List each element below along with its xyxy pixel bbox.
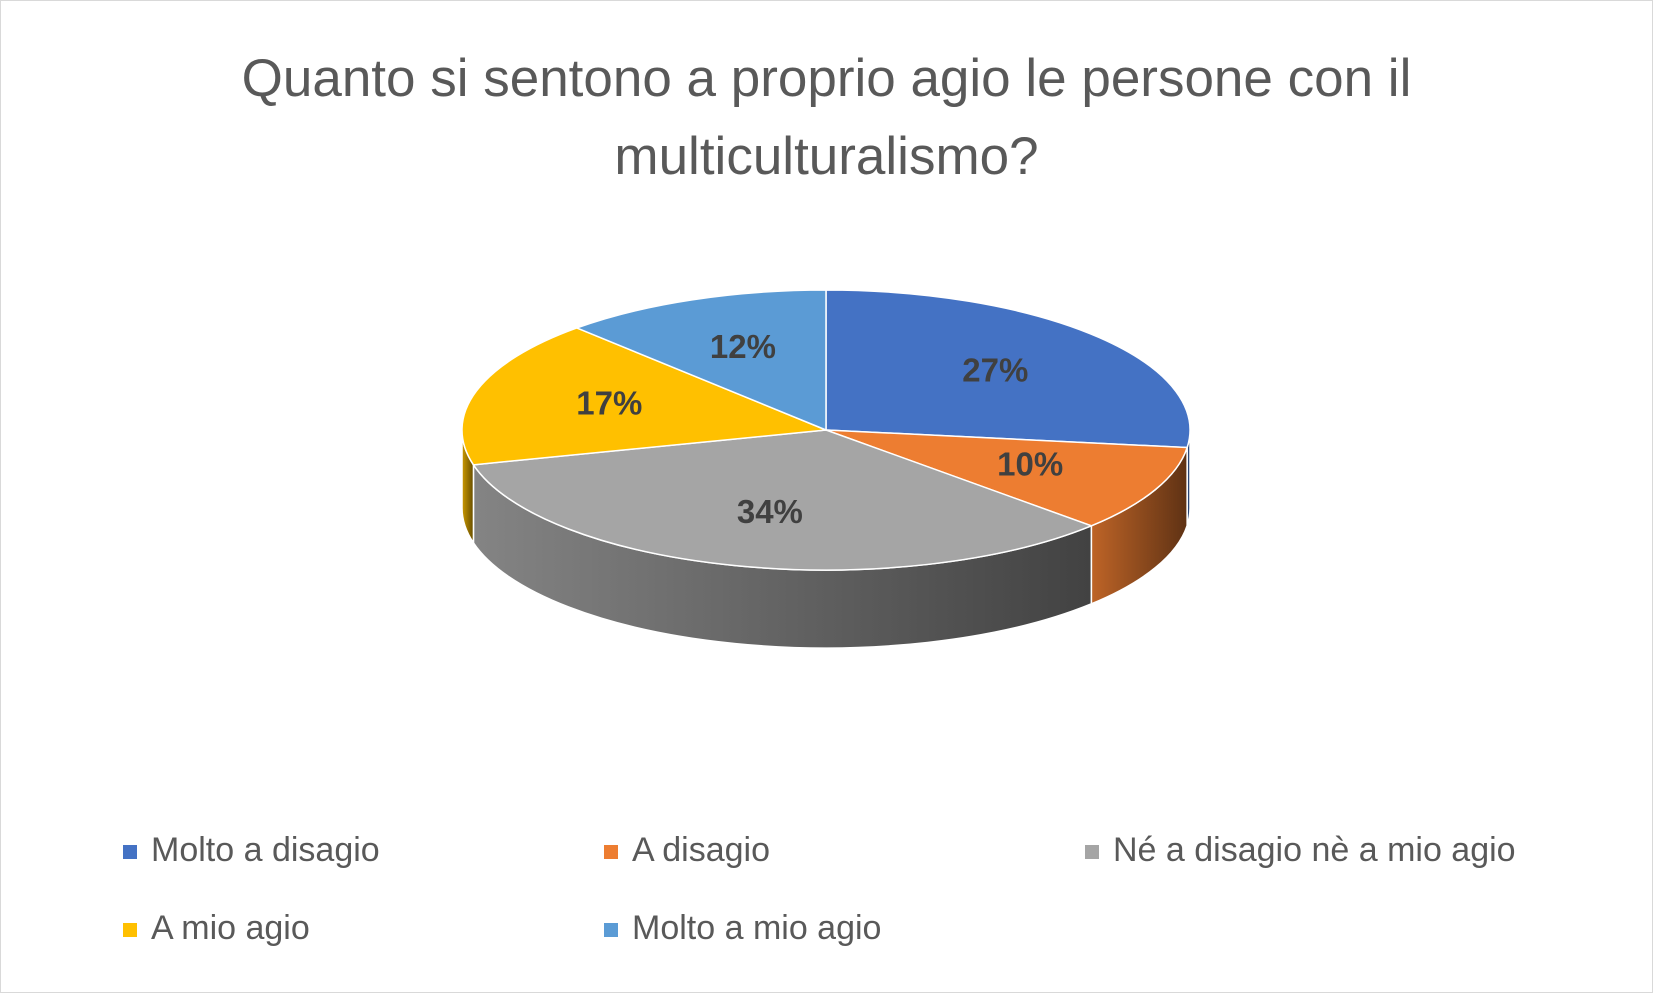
legend-label: A mio agio bbox=[151, 909, 310, 947]
data-label: 17% bbox=[576, 385, 642, 422]
data-label: 10% bbox=[997, 446, 1063, 483]
chart-title: Quanto si sentono a proprio agio le pers… bbox=[241, 49, 1412, 186]
legend-swatch bbox=[123, 923, 137, 937]
legend-swatch bbox=[1085, 845, 1099, 859]
data-label: 12% bbox=[710, 328, 776, 365]
slice bbox=[461, 327, 827, 466]
slice bbox=[472, 429, 1094, 571]
legend-label: A disagio bbox=[632, 831, 770, 869]
legend-label: Molto a mio agio bbox=[632, 909, 881, 947]
legend-swatch bbox=[123, 845, 137, 859]
legend-swatch bbox=[604, 923, 618, 937]
legend-label: Molto a disagio bbox=[151, 831, 380, 869]
slice bbox=[825, 429, 1189, 527]
slice bbox=[574, 289, 827, 432]
slice bbox=[825, 289, 1191, 449]
data-label: 27% bbox=[962, 351, 1028, 388]
legend-label: Né a disagio nè a mio agio bbox=[1113, 831, 1516, 869]
data-label: 34% bbox=[737, 493, 803, 530]
legend-swatch bbox=[604, 845, 618, 859]
